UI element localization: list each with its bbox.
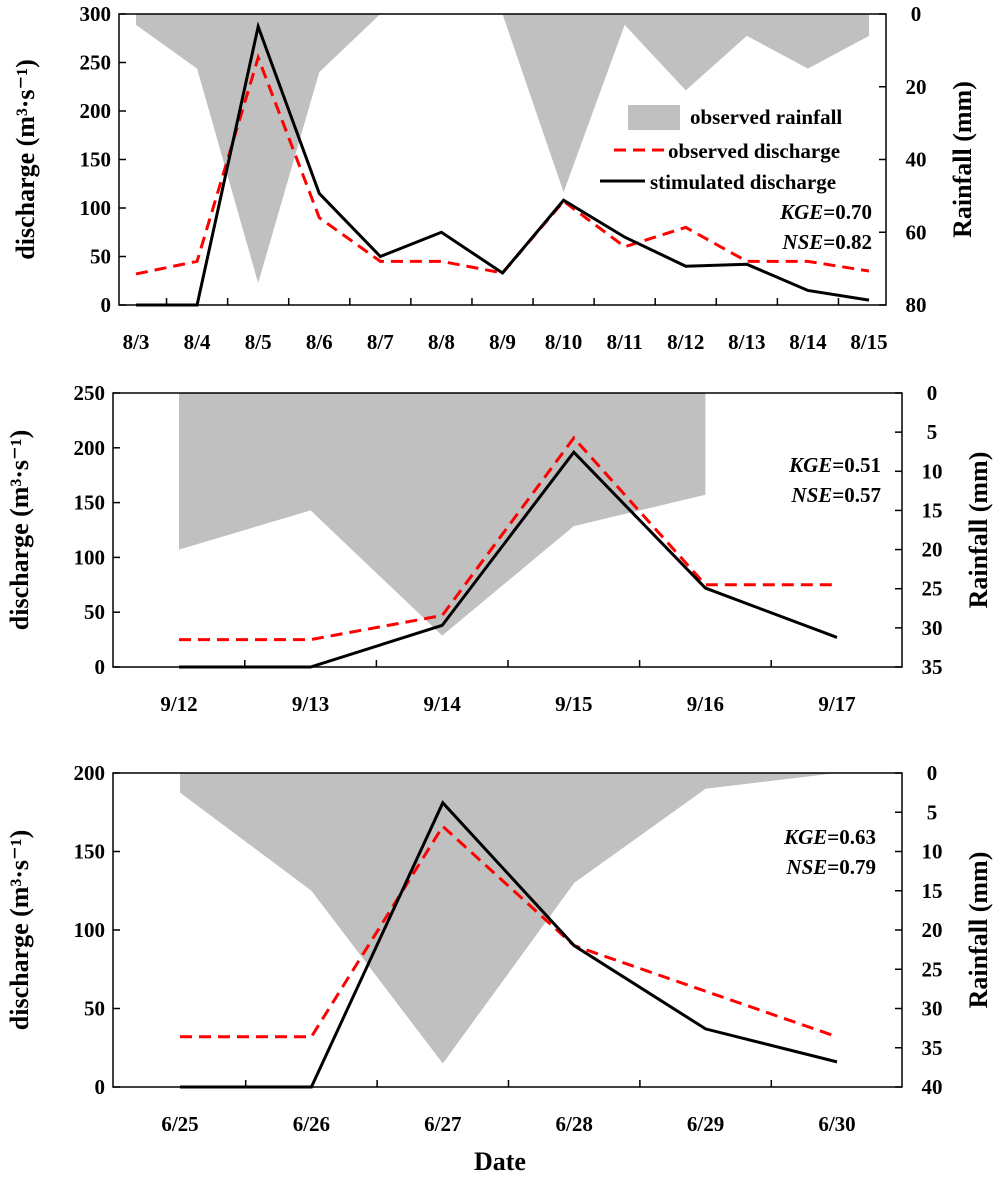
metric-nse: NSE=0.82 <box>781 230 872 254</box>
right-tick-label: 10 <box>922 459 943 483</box>
right-tick-label: 20 <box>922 538 943 562</box>
metric-kge: KGE=0.51 <box>788 453 881 477</box>
stimulated-discharge-line <box>180 800 838 1089</box>
right-tick-label: 30 <box>922 616 943 640</box>
x-tick-label: 8/6 <box>306 330 333 354</box>
right-tick-label: 40 <box>922 1075 943 1099</box>
left-tick-label: 200 <box>80 99 112 123</box>
legend-label: observed rainfall <box>690 105 842 129</box>
metric-kge: KGE=0.63 <box>783 825 876 849</box>
left-tick-label: 50 <box>84 997 105 1021</box>
x-tick-label: 9/15 <box>555 692 592 716</box>
right-tick-label: 0 <box>911 2 922 26</box>
x-tick-label: 9/14 <box>424 692 462 716</box>
right-tick-label: 25 <box>922 957 943 981</box>
left-axis-title: discharge (m³·s⁻¹) <box>5 430 34 630</box>
right-tick-label: 40 <box>906 148 927 172</box>
observed-discharge-line <box>179 435 837 642</box>
x-tick-label: 8/9 <box>489 330 516 354</box>
left-tick-label: 0 <box>95 655 106 679</box>
right-tick-label: 35 <box>922 655 943 679</box>
x-tick-label: 6/25 <box>161 1112 198 1136</box>
left-tick-label: 100 <box>74 545 106 569</box>
chart-panel-2: 0 50 100 150 200 250 0 5 10 15 20 25 30 35 9/12 9/13 9/1… <box>5 381 993 716</box>
left-tick-label: 200 <box>74 436 106 460</box>
left-tick-label: 300 <box>80 2 112 26</box>
x-tick-label: 8/8 <box>428 330 455 354</box>
legend-label: observed discharge <box>668 139 840 163</box>
x-tick-label: 8/10 <box>545 330 582 354</box>
left-tick-label: 50 <box>84 600 105 624</box>
x-tick-label: 9/17 <box>818 692 855 716</box>
right-tick-label: 35 <box>922 1036 943 1060</box>
x-tick-label: 9/16 <box>687 692 724 716</box>
left-tick-label: 150 <box>74 491 106 515</box>
right-tick-label: 15 <box>922 498 943 522</box>
left-tick-label: 0 <box>101 293 112 317</box>
x-tick-label: 6/29 <box>687 1112 724 1136</box>
metric-nse: NSE=0.57 <box>790 483 881 507</box>
left-tick-label: 100 <box>74 918 106 942</box>
right-tick-label: 0 <box>927 761 938 785</box>
x-axis-title: Date <box>474 1147 526 1176</box>
right-tick-label: 60 <box>906 220 927 244</box>
x-tick-label: 8/7 <box>367 330 394 354</box>
x-tick-label: 8/3 <box>123 330 150 354</box>
x-tick-label: 8/11 <box>607 330 643 354</box>
right-tick-label: 5 <box>927 800 938 824</box>
x-tick-label: 8/14 <box>789 330 827 354</box>
right-tick-label: 5 <box>927 420 938 444</box>
right-tick-label: 20 <box>906 75 927 99</box>
x-tick-label: 8/4 <box>184 330 211 354</box>
left-tick-label: 100 <box>80 196 112 220</box>
legend-label: stimulated discharge <box>650 170 836 194</box>
x-tick-label: 8/13 <box>728 330 765 354</box>
left-axis-title: discharge (m³·s⁻¹) <box>11 59 40 259</box>
chart-panel-3: 0 50 100 150 200 0 5 10 15 20 25 30 35 40 6/25 6/26 6/27… <box>5 761 993 1136</box>
right-axis-title: Rainfall (mm) <box>964 452 993 609</box>
left-tick-label: 200 <box>74 761 106 785</box>
metric-kge: KGE=0.70 <box>779 200 872 224</box>
x-tick-label: 8/5 <box>245 330 272 354</box>
right-tick-label: 25 <box>922 577 943 601</box>
x-tick-label: 6/27 <box>424 1112 461 1136</box>
x-tick-label: 6/28 <box>556 1112 593 1136</box>
left-tick-label: 150 <box>74 840 106 864</box>
right-tick-label: 0 <box>927 381 938 405</box>
left-tick-label: 0 <box>95 1075 106 1099</box>
legend-swatch-rainfall <box>628 105 680 130</box>
rainfall-area <box>136 14 869 284</box>
x-tick-label: 9/12 <box>160 692 197 716</box>
metric-nse: NSE=0.79 <box>785 855 876 879</box>
legend: observed rainfall observed discharge stimu… <box>600 105 842 194</box>
right-tick-label: 20 <box>922 918 943 942</box>
rainfall-area <box>180 773 837 1064</box>
chart-panel-1: 0 50 100 150 200 250 300 0 20 40 60 80 8/3 8/4 8/5 8/6 8… <box>11 2 977 354</box>
right-tick-label: 15 <box>922 879 943 903</box>
rainfall-area <box>179 393 706 636</box>
right-tick-label: 30 <box>922 997 943 1021</box>
x-tick-label: 8/12 <box>667 330 704 354</box>
left-axis-title: discharge (m³·s⁻¹) <box>5 830 34 1030</box>
right-axis-title: Rainfall (mm) <box>964 852 993 1009</box>
stimulated-discharge-line <box>179 449 838 669</box>
left-tick-label: 150 <box>80 148 112 172</box>
left-tick-label: 250 <box>74 381 106 405</box>
right-tick-label: 10 <box>922 840 943 864</box>
left-tick-label: 50 <box>90 245 111 269</box>
x-tick-label: 8/15 <box>850 330 887 354</box>
right-tick-label: 80 <box>906 293 927 317</box>
x-tick-label: 6/26 <box>293 1112 330 1136</box>
x-tick-label: 9/13 <box>292 692 329 716</box>
left-tick-label: 250 <box>80 51 112 75</box>
x-tick-label: 6/30 <box>818 1112 855 1136</box>
right-axis-title: Rainfall (mm) <box>948 81 977 238</box>
